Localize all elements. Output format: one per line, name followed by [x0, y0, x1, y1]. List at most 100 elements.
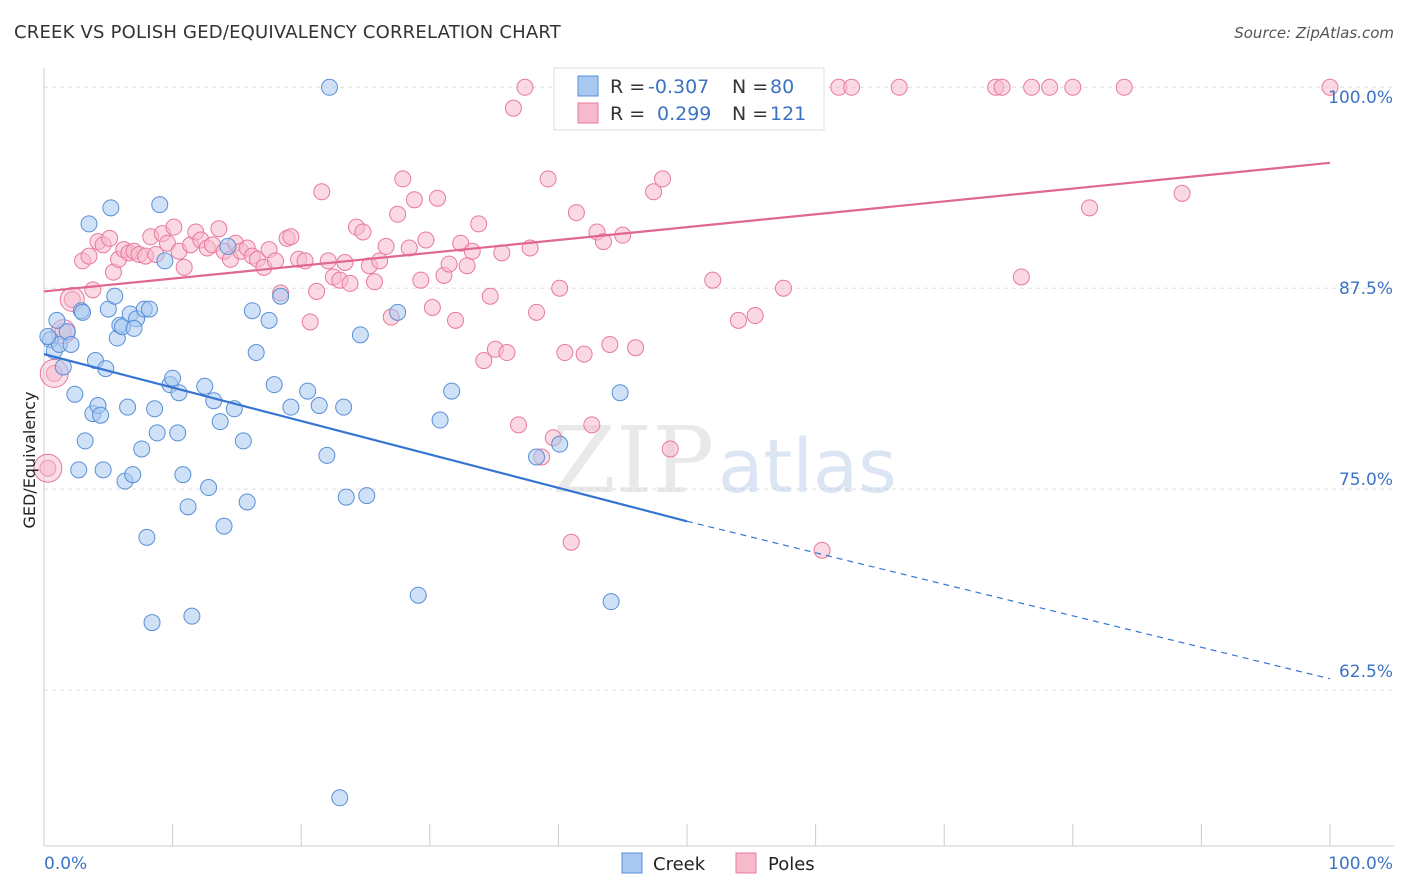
creek-point [39, 327, 57, 345]
creek-point [611, 384, 629, 402]
creek-r-value: -0.307 [648, 76, 709, 98]
poles-point [601, 335, 619, 353]
creek-point [146, 400, 164, 418]
poles-point [447, 311, 465, 329]
poles-point [366, 273, 384, 291]
poles-point [175, 258, 193, 276]
poles-point [654, 170, 672, 188]
poles-point [1041, 78, 1059, 96]
poles-point [158, 234, 176, 252]
poles-point [475, 352, 493, 370]
poles-point [539, 170, 557, 188]
poles-point [510, 416, 528, 434]
creek-n-value: 80 [770, 76, 794, 98]
poles-point [583, 416, 601, 434]
creek-point [215, 517, 233, 535]
creek-point [140, 300, 158, 318]
poles-point [354, 223, 372, 241]
poles-point [470, 215, 488, 233]
poles-point [562, 533, 580, 551]
poles-point [341, 274, 359, 292]
creek-point [119, 398, 137, 416]
creek-n-label: N = [732, 76, 768, 98]
watermark-atlas: atlas [718, 424, 897, 510]
creek-point [431, 411, 449, 429]
x-tick-label-max: 100.0% [1328, 854, 1393, 874]
creek-point [219, 237, 237, 255]
creek-point [151, 196, 169, 214]
x-axis-ticks [43, 824, 1331, 846]
creek-points [39, 78, 629, 807]
creek-trend-extension [686, 520, 1331, 680]
creek-point [102, 199, 120, 217]
poles-point [429, 189, 447, 207]
poles-point [575, 345, 593, 363]
poles-point [210, 220, 228, 238]
creek-point [179, 498, 197, 516]
poles-point [452, 234, 470, 252]
creek-point [335, 398, 353, 416]
creek-point [265, 376, 283, 394]
creek-point [331, 789, 349, 807]
creek-point [196, 377, 214, 395]
creek-point [125, 319, 143, 337]
poles-point [377, 237, 395, 255]
poles-n-label: N = [732, 103, 768, 125]
stats-legend: R = -0.307 N = 80 R = 0.299 N = 121 [553, 67, 825, 131]
trend-lines [43, 161, 1331, 680]
creek-point [133, 440, 151, 458]
creek-point [94, 461, 112, 479]
poles-point [458, 257, 476, 275]
creek-point [234, 432, 252, 450]
poles-point [282, 228, 300, 246]
poles-point [516, 78, 534, 96]
poles-point [63, 290, 81, 308]
y-tick-label: 100.0% [1328, 88, 1393, 108]
creek-r-label: R = [610, 76, 645, 98]
poles-point [661, 440, 679, 458]
creek-point [528, 448, 546, 466]
legend-box [553, 67, 825, 131]
creek-point [409, 586, 427, 604]
creek-point [80, 215, 98, 233]
creek-point [272, 287, 290, 305]
creek-point [76, 432, 94, 450]
chart-title: CREEK VS POLISH GED/EQUIVALENCY CORRELAT… [14, 22, 561, 43]
creek-swatch [577, 75, 599, 97]
poles-point [319, 252, 337, 270]
creek-point [310, 397, 328, 415]
poles-point [84, 281, 102, 299]
poles-point [528, 303, 546, 321]
creek-point [443, 382, 461, 400]
poles-point [313, 183, 331, 201]
poles-point [1081, 199, 1099, 217]
creek-point [238, 493, 256, 511]
poles-point [80, 247, 98, 265]
creek-point [337, 488, 355, 506]
x-tick-label-min: 0.0% [44, 854, 87, 874]
poles-point [1012, 268, 1030, 286]
creek-legend-swatch [621, 852, 643, 874]
poles-legend-label: Poles [768, 854, 815, 875]
poles-point [405, 191, 423, 209]
creek-point [148, 424, 166, 442]
poles-point [423, 299, 441, 317]
creek-point [174, 466, 192, 484]
poles-point [627, 339, 645, 357]
poles-point [417, 231, 435, 249]
poles-point [993, 78, 1011, 96]
poles-point [1115, 78, 1133, 96]
poles-point [301, 313, 319, 331]
creek-point [551, 435, 569, 453]
poles-point [567, 204, 585, 222]
poles-point [481, 287, 499, 305]
creek-point [74, 303, 92, 321]
creek-point [124, 466, 142, 484]
creek-point [211, 413, 229, 431]
creek-legend-label: Creek [653, 854, 706, 875]
poles-point [389, 205, 407, 223]
creek-point [66, 385, 84, 403]
poles-point [33, 453, 63, 483]
poles-point [1023, 78, 1041, 96]
